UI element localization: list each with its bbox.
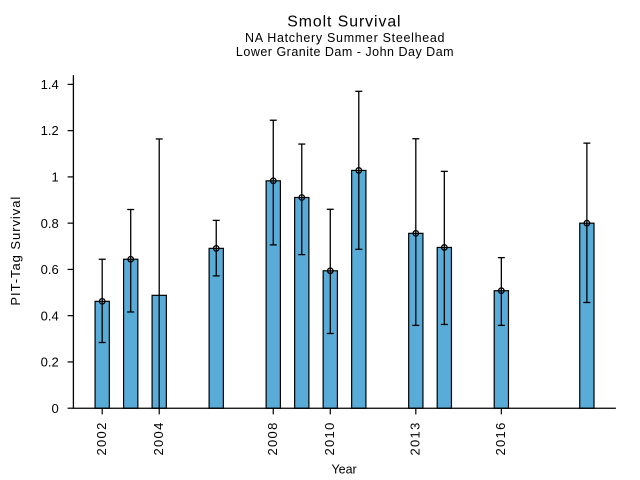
svg-text:2004: 2004 — [151, 421, 166, 455]
svg-text:Lower Granite Dam - John Day D: Lower Granite Dam - John Day Dam — [236, 45, 454, 59]
svg-text:0.8: 0.8 — [41, 216, 59, 231]
svg-text:0.6: 0.6 — [41, 262, 59, 277]
svg-text:1.2: 1.2 — [41, 123, 59, 138]
svg-text:1: 1 — [51, 170, 58, 185]
svg-text:2013: 2013 — [407, 421, 422, 455]
svg-text:0.4: 0.4 — [41, 308, 59, 323]
svg-text:2008: 2008 — [265, 421, 280, 455]
svg-text:Smolt Survival: Smolt Survival — [287, 14, 401, 31]
svg-text:0: 0 — [51, 401, 58, 416]
svg-text:PIT-Tag Survival: PIT-Tag Survival — [8, 196, 23, 306]
svg-text:2002: 2002 — [94, 421, 109, 455]
svg-text:Year: Year — [331, 463, 356, 477]
svg-text:NA Hatchery Summer Steelhead: NA Hatchery Summer Steelhead — [245, 31, 445, 45]
svg-text:2010: 2010 — [322, 421, 337, 455]
svg-text:0.2: 0.2 — [41, 355, 59, 370]
svg-text:1.4: 1.4 — [41, 77, 59, 92]
svg-text:2016: 2016 — [493, 421, 508, 455]
